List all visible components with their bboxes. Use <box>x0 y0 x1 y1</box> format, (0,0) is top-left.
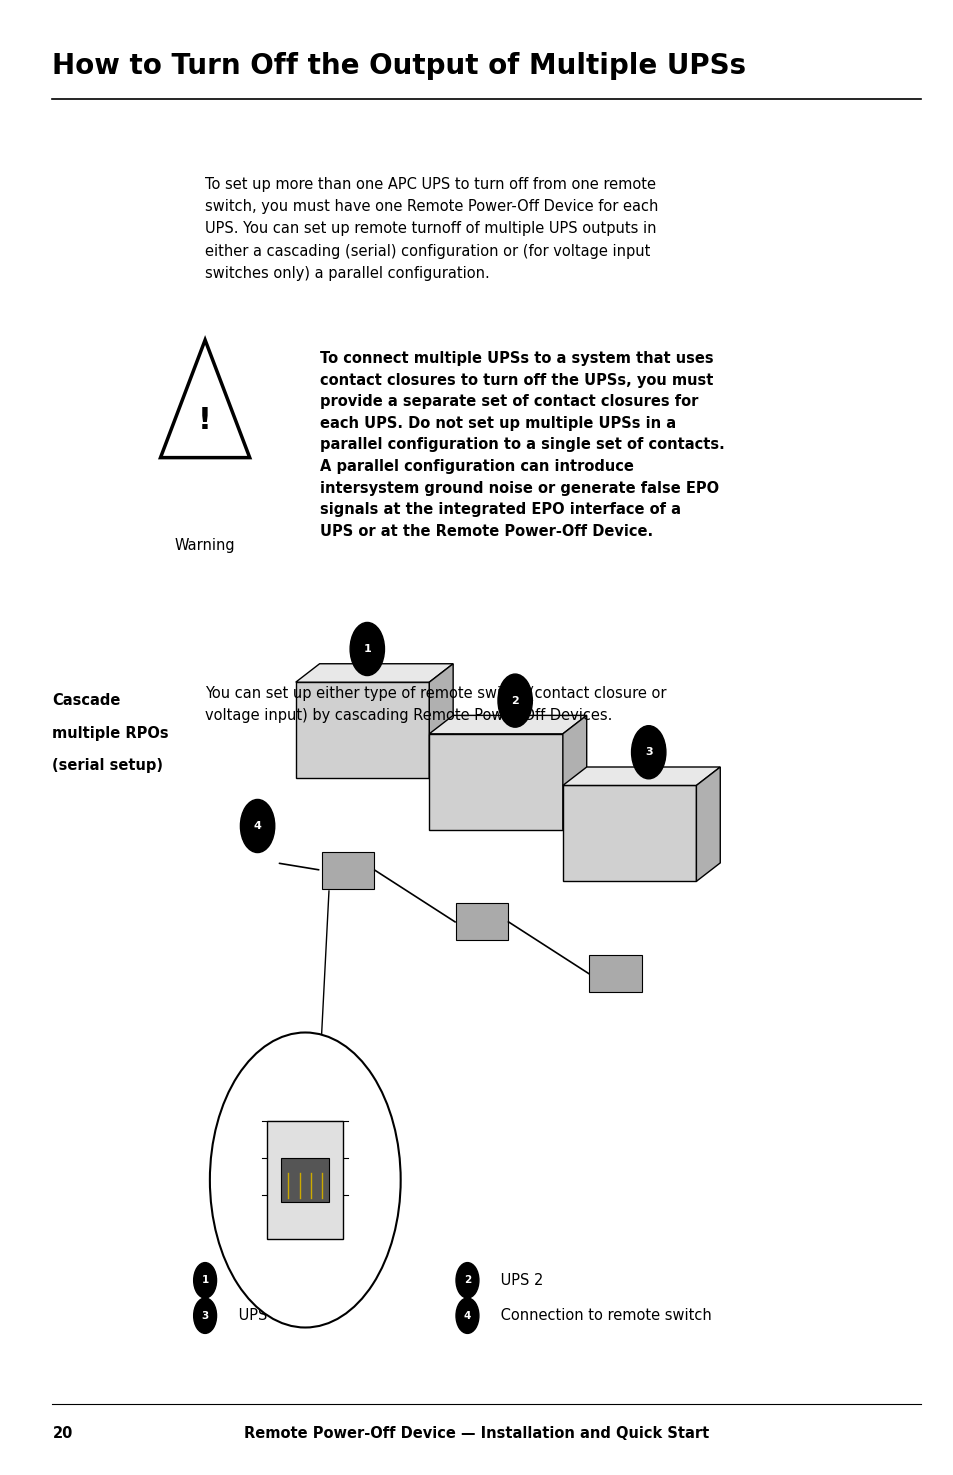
Text: multiple RPOs: multiple RPOs <box>52 726 169 740</box>
Polygon shape <box>562 715 586 829</box>
Text: UPS: UPS <box>233 1308 272 1323</box>
Text: Connection to remote switch: Connection to remote switch <box>496 1308 711 1323</box>
Circle shape <box>193 1263 216 1298</box>
Circle shape <box>631 726 665 779</box>
Circle shape <box>193 1298 216 1333</box>
Text: How to Turn Off the Output of Multiple UPSs: How to Turn Off the Output of Multiple U… <box>52 52 746 80</box>
Polygon shape <box>589 956 640 993</box>
Polygon shape <box>455 903 507 941</box>
Text: 1: 1 <box>201 1276 209 1285</box>
Text: To connect multiple UPSs to a system that uses
contact closures to turn off the : To connect multiple UPSs to a system tha… <box>319 351 723 538</box>
Text: To set up more than one APC UPS to turn off from one remote
switch, you must hav: To set up more than one APC UPS to turn … <box>205 177 658 280</box>
Text: 3: 3 <box>644 748 652 757</box>
Text: n: n <box>287 1308 296 1323</box>
Polygon shape <box>295 664 453 681</box>
Circle shape <box>497 674 532 727</box>
Text: Cascade: Cascade <box>52 693 121 708</box>
Polygon shape <box>562 767 720 785</box>
Text: You can set up either type of remote switch (contact closure or
voltage input) b: You can set up either type of remote swi… <box>205 686 666 723</box>
Circle shape <box>456 1263 478 1298</box>
Polygon shape <box>281 1158 329 1202</box>
Polygon shape <box>160 339 250 457</box>
Text: UPS 1: UPS 1 <box>233 1273 281 1288</box>
Polygon shape <box>267 1121 343 1239</box>
Polygon shape <box>562 785 696 881</box>
Text: 3: 3 <box>201 1311 209 1320</box>
Text: 2: 2 <box>463 1276 471 1285</box>
Polygon shape <box>696 767 720 881</box>
Text: UPS 2: UPS 2 <box>496 1273 543 1288</box>
Circle shape <box>456 1298 478 1333</box>
Text: 20: 20 <box>52 1426 72 1441</box>
Text: 1: 1 <box>363 645 371 653</box>
Text: Warning: Warning <box>174 538 235 553</box>
Text: 2: 2 <box>511 696 518 705</box>
Polygon shape <box>295 681 429 779</box>
Polygon shape <box>429 664 453 779</box>
Circle shape <box>210 1032 400 1328</box>
Text: !: ! <box>198 406 212 435</box>
Polygon shape <box>321 851 374 888</box>
Polygon shape <box>429 735 562 829</box>
Text: (serial setup): (serial setup) <box>52 758 163 773</box>
Text: Remote Power-Off Device — Installation and Quick Start: Remote Power-Off Device — Installation a… <box>244 1426 709 1441</box>
Circle shape <box>350 622 384 676</box>
Text: 4: 4 <box>463 1311 471 1320</box>
Circle shape <box>240 799 274 853</box>
Text: 4: 4 <box>253 822 261 830</box>
Polygon shape <box>429 715 586 735</box>
